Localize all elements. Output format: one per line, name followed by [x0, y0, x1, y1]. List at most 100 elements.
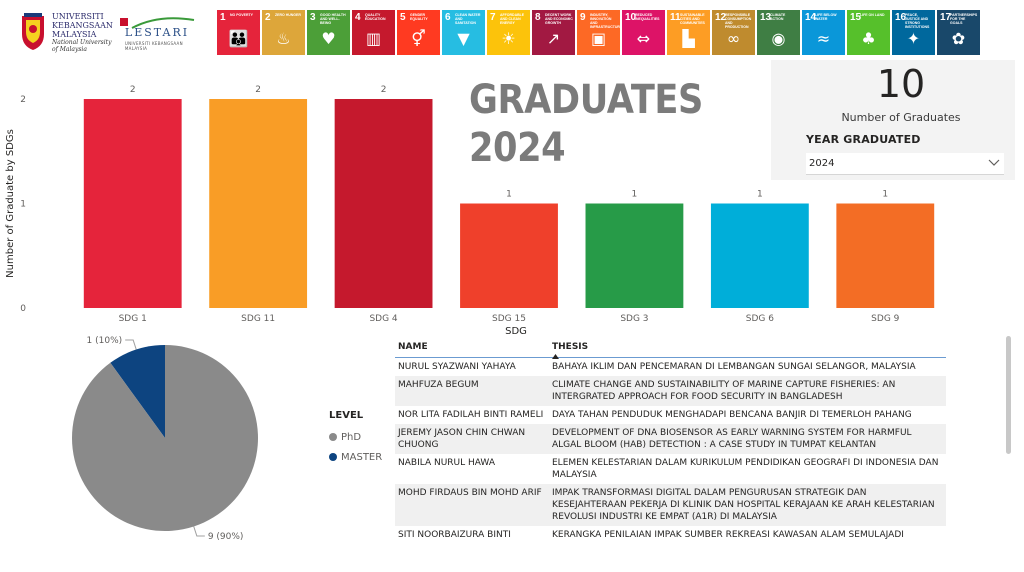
bar-sdg-9[interactable]	[836, 203, 935, 309]
rings-icon: ✿	[951, 29, 966, 48]
sdg-tile-number: 9	[580, 12, 586, 23]
sdg-tile-2[interactable]: 2 ZERO HUNGER ♨	[262, 10, 305, 55]
sdg-tile-number: 11	[670, 12, 681, 23]
sdg-tile-number: 17	[940, 12, 952, 23]
sdg-tile-number: 15	[850, 12, 862, 23]
column-header-thesis[interactable]: THESIS	[552, 342, 946, 359]
sdg-tile-label: LIFE BELOW WATER	[815, 13, 837, 21]
bar-data-label: 2	[255, 85, 261, 95]
bar-data-label: 1	[882, 190, 888, 200]
bar-sdg-6[interactable]	[710, 203, 809, 309]
sdg-tile-label: INDUSTRY, INNOVATION AND INFRASTRUCTURE	[590, 13, 620, 29]
sdg-tile-number: 14	[805, 12, 817, 23]
cell-thesis: ELEMEN KELESTARIAN DALAM KURIKULUM PENDI…	[552, 458, 939, 480]
sdg-tile-label: LIFE ON LAND	[860, 13, 885, 17]
sdg-tile-label: GOOD HEALTH AND WELL-BEING	[320, 13, 346, 25]
pie-legend: LEVEL PhD MASTER	[329, 410, 382, 467]
lestari-word: LESTARI	[124, 26, 190, 39]
x-tick-label: SDG 9	[871, 314, 899, 324]
sdg-tile-label: DECENT WORK AND ECONOMIC GROWTH	[545, 13, 573, 25]
sdg-strip: 1 NO POVERTY 👪 2 ZERO HUNGER ♨ 3 GOOD HEALTH AN…	[217, 10, 980, 55]
sdg-tile-label: NO POVERTY	[230, 13, 253, 17]
legend-item-phd[interactable]: PhD	[329, 427, 382, 447]
slicer-selected-value: 2024	[809, 158, 835, 169]
bar-sdg-15[interactable]	[460, 203, 558, 309]
sdg-tile-number: 1	[220, 12, 226, 23]
sdg-tile-16[interactable]: 16 PEACE, JUSTICE AND STRONG INSTITUTIONS…	[892, 10, 935, 55]
sdg-tile-number: 8	[535, 12, 541, 23]
sdg-tile-number: 6	[445, 12, 451, 23]
page-title: GRADUATES 2024	[469, 76, 703, 172]
column-header-name[interactable]: NAME	[398, 342, 428, 352]
sdg-tile-number: 10	[625, 12, 637, 23]
sdg-tile-9[interactable]: 9 INDUSTRY, INNOVATION AND INFRASTRUCTURE…	[577, 10, 620, 55]
table-header: NAME THESIS	[395, 334, 946, 359]
pie-data-label: 1 (10%)	[87, 336, 123, 346]
sdg-tile-7[interactable]: 7 AFFORDABLE AND CLEAN ENERGY ☀	[487, 10, 530, 55]
ukm-line-1: UNIVERSITI	[52, 12, 104, 21]
ukm-logo: UNIVERSITI KEBANGSAAN MALAYSIA National …	[18, 12, 113, 53]
sdg-tile-10[interactable]: 10 REDUCED INEQUALITIES ⇔	[622, 10, 665, 55]
sdg-tile-8[interactable]: 8 DECENT WORK AND ECONOMIC GROWTH ↗	[532, 10, 575, 55]
sdg-tile-number: 4	[355, 12, 361, 23]
legend-dot-master	[329, 453, 337, 461]
table-row[interactable]: MAHFUZA BEGUM CLIMATE CHANGE AND SUSTAINA…	[395, 376, 946, 406]
table-row[interactable]: JEREMY JASON CHIN CHWAN CHUONG DEVELOPMEN…	[395, 424, 946, 454]
table-scrollbar[interactable]	[1006, 336, 1011, 454]
sdg-tile-14[interactable]: 14 LIFE BELOW WATER ≈	[802, 10, 845, 55]
kpi-label: Number of Graduates	[841, 111, 961, 124]
sdg-tile-number: 16	[895, 12, 907, 23]
legend-item-master[interactable]: MASTER	[329, 447, 382, 467]
cell-thesis: DAYA TAHAN PENDUDUK MENGHADAPI BENCANA B…	[552, 410, 912, 420]
sdg-tile-13[interactable]: 13 CLIMATE ACTION ◉	[757, 10, 800, 55]
sdg-tile-12[interactable]: 12 RESPONSIBLE CONSUMPTION AND PRODUCTION…	[712, 10, 755, 55]
tree-icon: ♣	[861, 29, 876, 48]
pie-slice-master[interactable]	[110, 345, 165, 438]
table-row[interactable]: NABILA NURUL HAWA ELEMEN KELESTARIAN DALA…	[395, 454, 946, 484]
city-icon: ▙	[682, 29, 695, 48]
table-row[interactable]: MOHD FIRDAUS BIN MOHD ARIF IMPAK TRANSFOR…	[395, 484, 946, 526]
bar-data-label: 2	[130, 85, 136, 95]
ukm-crest-icon	[22, 13, 44, 50]
sdg-tile-number: 13	[760, 12, 772, 23]
bar-sdg-3[interactable]	[585, 203, 684, 309]
cell-name: NOR LITA FADILAH BINTI RAMELI	[398, 410, 544, 420]
level-pie-chart: 1 (10%) 9 (90%)	[71, 336, 258, 542]
sdg-tile-1[interactable]: 1 NO POVERTY 👪	[217, 10, 260, 55]
bar-sdg-4[interactable]	[334, 99, 433, 308]
growth-chart-icon: ↗	[546, 29, 561, 48]
pie-data-label: 9 (90%)	[208, 532, 244, 542]
table-row[interactable]: SITI NOORBAIZURA BINTI KERANGKA PENILAIAN…	[395, 526, 946, 544]
chevron-down-icon[interactable]	[988, 156, 1000, 168]
bar-data-label: 1	[506, 190, 512, 200]
sdg-tile-5[interactable]: 5 GENDER EQUALITY ⚥	[397, 10, 440, 55]
slicer-title: YEAR GRADUATED	[806, 133, 921, 146]
cell-thesis: CLIMATE CHANGE AND SUSTAINABILITY OF MAR…	[552, 380, 896, 402]
x-tick-label: SDG 6	[746, 314, 774, 324]
sdg-tile-4[interactable]: 4 QUALITY EDUCATION ▥	[352, 10, 395, 55]
ukm-subline-1: National University	[52, 39, 112, 46]
x-tick-label: SDG 4	[369, 314, 397, 324]
sdg-tile-3[interactable]: 3 GOOD HEALTH AND WELL-BEING ♥	[307, 10, 350, 55]
bar-sdg-11[interactable]	[209, 99, 308, 308]
gender-icon: ⚥	[411, 29, 426, 48]
y-axis-title: Number of Graduate by SDGs	[5, 129, 16, 278]
sdg-tile-6[interactable]: 6 CLEAN WATER AND SANITATION ▼	[442, 10, 485, 55]
sdg-tile-11[interactable]: 11 SUSTAINABLE CITIES AND COMMUNITIES ▙	[667, 10, 710, 55]
fish-icon: ≈	[816, 29, 831, 48]
lestari-logo: LESTARI UNIVERSITI KEBANGSAAN MALAYSIA	[120, 12, 203, 51]
y-tick-label: 1	[20, 200, 26, 210]
table-row[interactable]: NOR LITA FADILAH BINTI RAMELI DAYA TAHAN …	[395, 406, 946, 424]
table-row[interactable]: NURUL SYAZWANI YAHAYA BAHAYA IKLIM DAN PE…	[395, 358, 946, 376]
pie-slice-phd[interactable]	[71, 345, 258, 531]
sdg-tile-15[interactable]: 15 LIFE ON LAND ♣	[847, 10, 890, 55]
bar-sdg-1[interactable]	[83, 99, 182, 308]
sdg-tile-label: GENDER EQUALITY	[410, 13, 428, 21]
ukm-subline-2: of Malaysia	[52, 46, 87, 53]
y-tick-label: 2	[20, 95, 26, 105]
cubes-icon: ▣	[590, 29, 607, 48]
sdg-tile-label: RESPONSIBLE CONSUMPTION AND PRODUCTION	[725, 13, 752, 29]
sdg-tile-label: CLEAN WATER AND SANITATION	[455, 13, 481, 25]
sdg-tile-17[interactable]: 17 PARTNERSHIPS FOR THE GOALS ✿	[937, 10, 980, 55]
year-slicer-dropdown[interactable]: 2024	[806, 153, 1004, 175]
